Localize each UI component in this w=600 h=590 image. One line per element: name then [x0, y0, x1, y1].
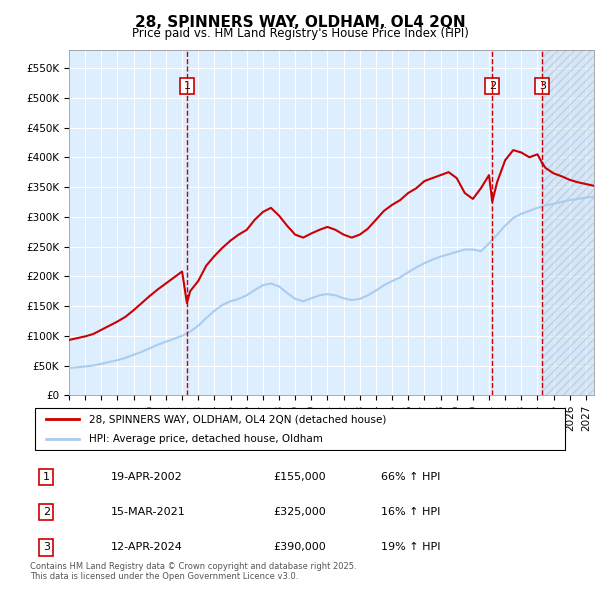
Text: 19% ↑ HPI: 19% ↑ HPI: [381, 542, 440, 552]
Text: 66% ↑ HPI: 66% ↑ HPI: [381, 472, 440, 482]
Text: 19-APR-2002: 19-APR-2002: [111, 472, 183, 482]
Text: 28, SPINNERS WAY, OLDHAM, OL4 2QN (detached house): 28, SPINNERS WAY, OLDHAM, OL4 2QN (detac…: [89, 415, 387, 424]
Text: 2: 2: [488, 81, 496, 91]
Text: 15-MAR-2021: 15-MAR-2021: [111, 507, 186, 517]
Text: £155,000: £155,000: [273, 472, 326, 482]
Text: 28, SPINNERS WAY, OLDHAM, OL4 2QN: 28, SPINNERS WAY, OLDHAM, OL4 2QN: [134, 15, 466, 30]
FancyBboxPatch shape: [35, 408, 565, 451]
Text: 16% ↑ HPI: 16% ↑ HPI: [381, 507, 440, 517]
Text: 12-APR-2024: 12-APR-2024: [111, 542, 183, 552]
Text: £325,000: £325,000: [273, 507, 326, 517]
Text: Contains HM Land Registry data © Crown copyright and database right 2025.
This d: Contains HM Land Registry data © Crown c…: [30, 562, 356, 581]
Text: 2: 2: [43, 507, 50, 517]
Text: 3: 3: [539, 81, 546, 91]
Text: £390,000: £390,000: [273, 542, 326, 552]
Text: 1: 1: [184, 81, 190, 91]
Text: 1: 1: [43, 472, 50, 482]
Text: 3: 3: [43, 542, 50, 552]
Bar: [542, 50, 594, 395]
Text: Price paid vs. HM Land Registry's House Price Index (HPI): Price paid vs. HM Land Registry's House …: [131, 27, 469, 40]
Text: HPI: Average price, detached house, Oldham: HPI: Average price, detached house, Oldh…: [89, 434, 323, 444]
